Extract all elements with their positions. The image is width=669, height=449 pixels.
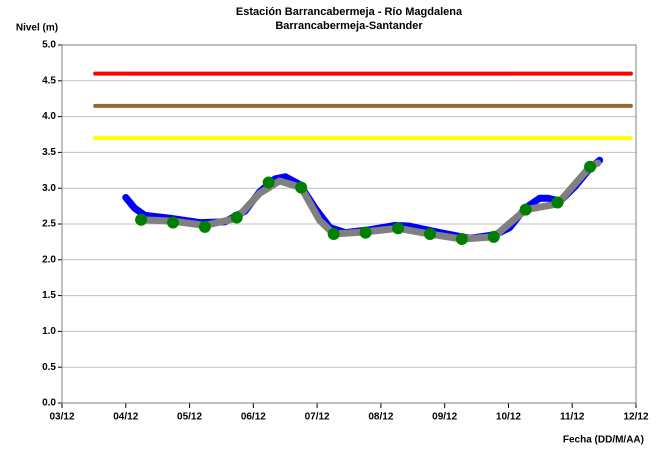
data-point — [295, 181, 308, 194]
data-point — [423, 228, 436, 241]
y-tick-label: 3.5 — [42, 147, 56, 158]
data-point — [487, 230, 500, 243]
data-point — [327, 228, 340, 241]
data-point — [262, 176, 275, 189]
y-tick-label: 1.5 — [42, 290, 56, 301]
y-tick-label: 1.0 — [42, 326, 56, 337]
x-tick-label: 09/12 — [432, 412, 457, 423]
x-axis-label: Fecha (DD/M/AA) — [563, 435, 644, 446]
y-tick-label: 0.5 — [42, 362, 56, 373]
data-point — [519, 203, 532, 216]
y-tick-label: 4.0 — [42, 111, 56, 122]
data-point — [166, 216, 179, 229]
y-tick-label: 2.5 — [42, 219, 56, 230]
x-tick-label: 10/12 — [496, 412, 521, 423]
x-tick-label: 03/12 — [49, 412, 74, 423]
plot-frame — [61, 44, 637, 404]
x-tick-label: 12/12 — [623, 412, 648, 423]
y-tick-label: 4.5 — [42, 75, 56, 86]
x-tick-label: 06/12 — [241, 412, 266, 423]
chart-subtitle: Barrancabermeja-Santander — [275, 20, 423, 32]
data-point — [455, 233, 468, 246]
x-tick-label: 11/12 — [560, 412, 585, 423]
data-point — [198, 220, 211, 233]
chart-title: Estación Barrancabermeja - Río Magdalena — [236, 6, 463, 18]
y-tick-label: 2.0 — [42, 254, 56, 265]
y-tick-label: 3.0 — [42, 183, 56, 194]
x-tick-label: 08/12 — [368, 412, 393, 423]
x-tick-label: 07/12 — [305, 412, 330, 423]
x-tick-label: 05/12 — [177, 412, 202, 423]
y-axis-label: Nivel (m) — [16, 23, 58, 34]
y-tick-label: 5.0 — [42, 40, 56, 51]
x-tick-label: 04/12 — [113, 412, 138, 423]
data-point — [135, 213, 148, 226]
data-point — [551, 196, 564, 209]
data-point — [359, 226, 372, 239]
data-point — [230, 211, 243, 224]
data-point — [584, 160, 597, 173]
y-tick-label: 0.0 — [42, 398, 56, 409]
data-point — [392, 222, 405, 235]
